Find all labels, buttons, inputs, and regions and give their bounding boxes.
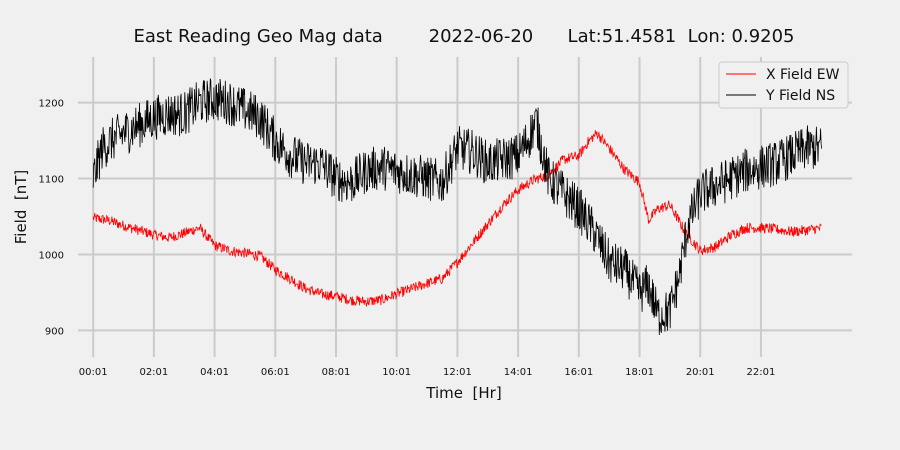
x-tick-label: 08:01: [322, 367, 351, 378]
series-line-x-field: [92, 130, 822, 307]
x-tick-label: 20:01: [686, 367, 715, 378]
x-tick-label: 06:01: [261, 367, 290, 378]
legend: X Field EW Y Field NS: [718, 61, 849, 109]
x-tick-label: 12:01: [443, 367, 472, 378]
y-tick-label: 900: [45, 326, 64, 337]
y-tick-label: 1200: [39, 99, 64, 110]
legend-label-x-field: X Field EW: [766, 67, 840, 83]
x-tick-label: 18:01: [625, 367, 654, 378]
legend-label-y-field: Y Field NS: [765, 88, 835, 104]
x-tick-label: 04:01: [200, 367, 229, 378]
y-tick-label: 1100: [39, 175, 64, 186]
series-line-y-field: [92, 78, 822, 336]
x-tick-label: 00:01: [79, 367, 108, 378]
x-tick-label: 16:01: [564, 367, 593, 378]
y-axis-label: Field [nT]: [12, 170, 30, 245]
plot-lines: [92, 78, 822, 336]
x-tick-label: 10:01: [382, 367, 411, 378]
x-tick-label: 22:01: [747, 367, 776, 378]
x-axis-label: Time [Hr]: [425, 384, 501, 402]
x-tick-label: 02:01: [139, 367, 168, 378]
chart-title: East Reading Geo Mag data 2022-06-20 Lat…: [133, 26, 794, 47]
y-tick-label: 1000: [39, 250, 64, 261]
tick-labels: 00:01 02:01 04:01 06:01 08:01 10:01 12:01 14:01…: [39, 99, 776, 378]
x-tick-label: 14:01: [504, 367, 533, 378]
